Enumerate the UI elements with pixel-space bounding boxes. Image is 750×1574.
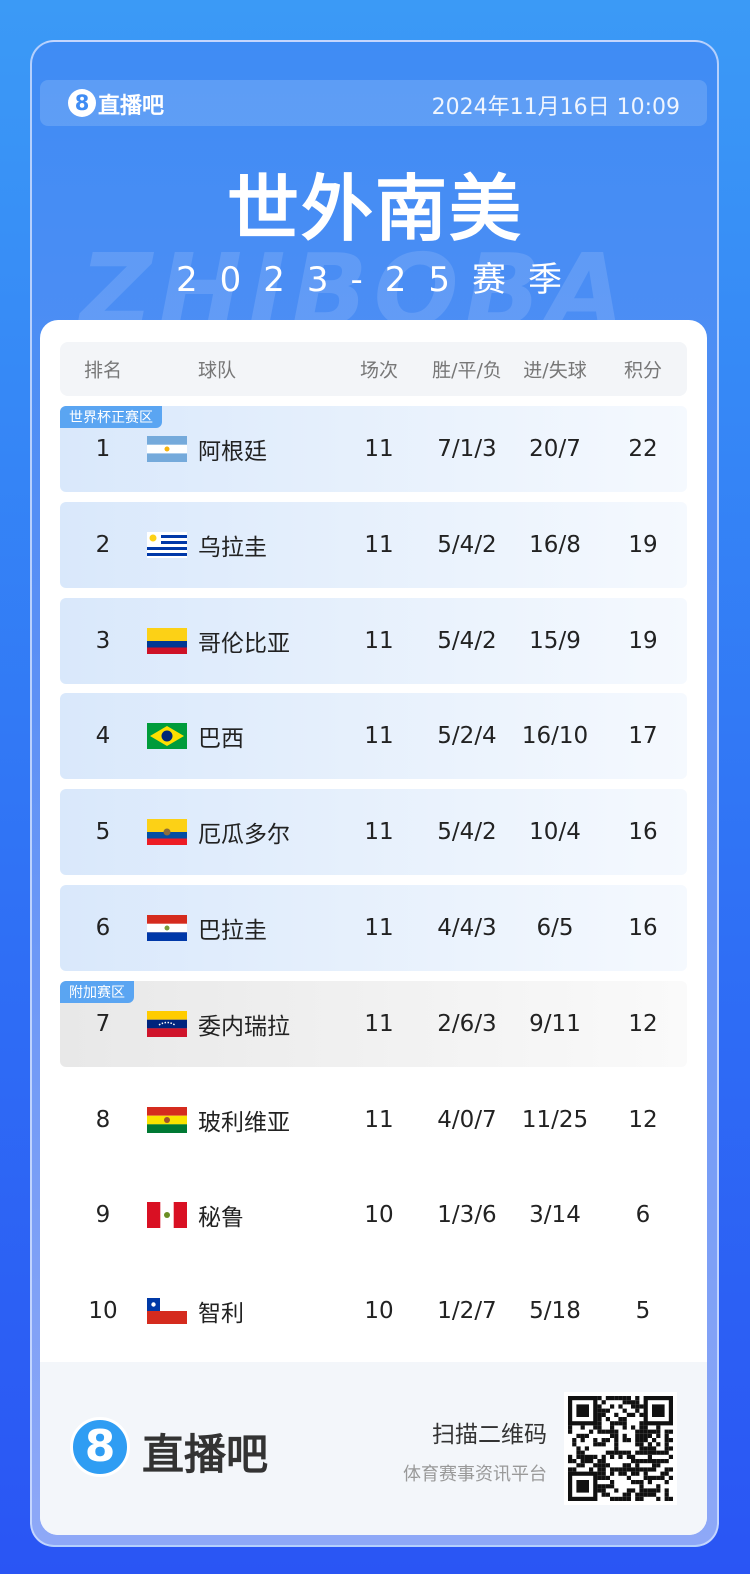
team: 厄瓜多尔 [198,822,290,849]
column-header: 排名 [83,359,123,382]
logo-mark: 8 [68,89,96,117]
played: 11 [364,819,394,846]
points: 17 [628,723,658,750]
played: 11 [364,436,394,462]
record: 5/4/2 [437,627,497,654]
header-bar [40,80,707,126]
team: 秘鲁 [198,1205,244,1232]
points: 22 [628,436,658,462]
played: 11 [364,531,394,558]
flag [147,627,187,654]
rank: 10 [88,1298,118,1325]
played: 11 [364,723,394,750]
points: 12 [628,1010,658,1037]
record: 7/1/3 [437,436,497,462]
team: 乌拉圭 [198,534,267,561]
flag [147,531,187,558]
goals: 15/9 [529,627,581,654]
rank: 2 [95,531,111,558]
flag [147,723,187,750]
team: 玻利维亚 [198,1109,290,1136]
title: 世外南美 [226,167,523,251]
goals: 16/10 [521,723,589,750]
points: 6 [635,1202,651,1229]
team: 委内瑞拉 [198,1013,290,1040]
played: 11 [364,1106,394,1133]
zone-tag: 世界杯正赛区 [60,406,162,428]
record: 4/0/7 [437,1106,497,1133]
column-header: 球队 [198,359,237,382]
slogan: 体育赛事资讯平台 [403,1464,547,1485]
flag [147,1010,187,1037]
record: 5/2/4 [437,723,497,750]
column-header: 进/失球 [523,359,587,382]
record: 5/4/2 [437,819,497,846]
flag [147,915,187,941]
points: 19 [628,531,658,558]
record: 2/6/3 [437,1010,497,1037]
played: 11 [364,915,394,941]
played: 11 [364,1010,394,1037]
flag [147,1106,187,1133]
flag [147,436,187,462]
flag [147,1202,187,1229]
flag [147,819,187,846]
scan-text: 扫描二维码 [432,1422,547,1448]
footer-logo: 直播吧 [142,1430,269,1479]
rank: 5 [95,819,111,846]
table-panel: 8 直播吧 扫描二维码 体育赛事资讯平台 排名 球队 场次 胜/平/负 进/失球 积分世界… [40,320,707,1535]
record: 1/3/6 [437,1202,497,1229]
goals: 11/25 [521,1106,589,1133]
subtitle: 2023-25赛季 [175,260,585,300]
rank: 9 [95,1202,111,1229]
datetime: 2024年11月16日 10:09 [431,95,680,120]
goals: 3/14 [529,1202,581,1229]
qr-code [564,1392,677,1505]
points: 16 [628,819,658,846]
rank: 1 [95,436,111,462]
footer-logo-mark: 8 [70,1417,130,1477]
rank: 8 [95,1106,111,1133]
played: 10 [364,1202,394,1229]
goals: 6/5 [536,915,574,941]
logo: 直播吧 [98,94,165,119]
goals: 16/8 [529,531,581,558]
goals: 5/18 [529,1298,581,1325]
goals: 9/11 [529,1010,581,1037]
goals: 20/7 [529,436,581,462]
team: 哥伦比亚 [198,630,290,657]
points: 5 [635,1298,651,1325]
team: 智利 [198,1301,244,1328]
points: 19 [628,627,658,654]
zone-tag: 附加赛区 [60,980,134,1003]
rank: 3 [95,627,111,654]
column-header: 积分 [623,359,663,382]
rank: 6 [95,915,111,941]
rank: 7 [95,1010,111,1037]
points: 12 [628,1106,658,1133]
column-header: 胜/平/负 [432,359,502,382]
column-header: 场次 [359,359,399,382]
flag [147,1298,187,1325]
rank: 4 [95,723,111,750]
team: 巴拉圭 [198,918,267,944]
goals: 10/4 [529,819,581,846]
record: 4/4/3 [437,915,497,941]
played: 10 [364,1298,394,1325]
points: 16 [628,915,658,941]
played: 11 [364,627,394,654]
record: 1/2/7 [437,1298,497,1325]
team: 巴西 [198,726,244,753]
table-header [60,342,687,396]
team: 阿根廷 [198,439,267,465]
record: 5/4/2 [437,531,497,558]
